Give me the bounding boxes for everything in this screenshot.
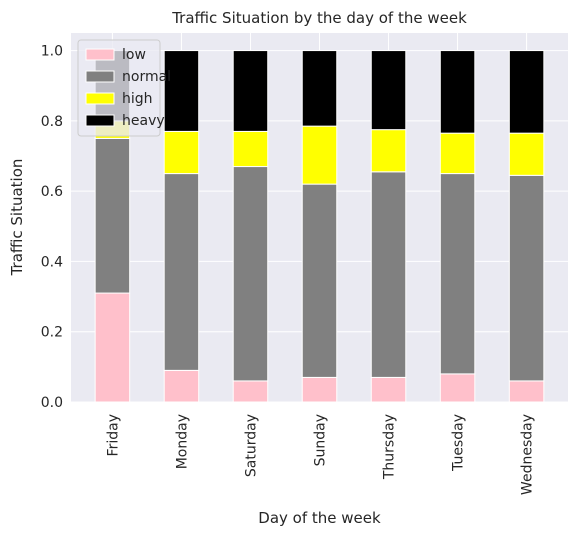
x-tick-label: Wednesday: [520, 414, 536, 495]
bar-heavy: [163, 50, 200, 132]
bar-normal: [370, 171, 407, 378]
legend: low normal high heavy: [77, 39, 171, 137]
x-tick-label: Thursday: [382, 414, 398, 480]
bar-low: [508, 380, 545, 403]
bar-heavy: [301, 50, 338, 127]
bar-normal: [163, 173, 200, 371]
bar-high: [439, 132, 476, 175]
bar-normal: [439, 173, 476, 375]
x-tick-label: Friday: [105, 414, 121, 456]
y-tick-label: 0.6: [41, 184, 63, 200]
bar-high: [232, 130, 269, 168]
x-tick-label: Sunday: [313, 414, 329, 466]
bars: [94, 50, 545, 403]
y-axis-label: Traffic Situation: [8, 159, 26, 277]
bar-heavy: [232, 50, 269, 132]
bar-low: [232, 380, 269, 403]
y-tick-label: 0.2: [41, 325, 63, 341]
bar-heavy: [370, 50, 407, 131]
bar-normal: [232, 166, 269, 382]
legend-label-heavy: heavy: [122, 113, 165, 129]
bar-high: [163, 130, 200, 175]
bar-normal: [94, 137, 131, 294]
bar-normal: [508, 174, 545, 382]
bar-heavy: [508, 50, 545, 134]
y-tick-label: 0.8: [41, 114, 63, 130]
y-tick-label: 0.0: [41, 395, 63, 411]
bar-low: [370, 376, 407, 403]
y-axis-ticks: 0.0 0.2 0.4 0.6 0.8 1.0: [41, 44, 63, 411]
legend-swatch-normal: [85, 70, 115, 83]
x-axis-label: Day of the week: [258, 509, 381, 527]
bar-low: [439, 373, 476, 403]
bar-high: [508, 132, 545, 176]
bar-low: [301, 376, 338, 403]
legend-swatch-high: [85, 92, 115, 105]
bar-high: [370, 129, 407, 173]
legend-label-low: low: [122, 47, 146, 63]
legend-swatch-heavy: [85, 114, 115, 127]
x-tick-label: Saturday: [243, 414, 259, 477]
bar-low: [163, 369, 200, 403]
bar-high: [301, 125, 338, 185]
bar-heavy: [439, 50, 476, 134]
x-tick-label: Monday: [174, 414, 190, 469]
legend-box: [77, 39, 161, 137]
bar-normal: [301, 183, 338, 378]
chart-title: Traffic Situation by the day of the week: [171, 9, 467, 27]
y-tick-label: 1.0: [41, 44, 63, 60]
legend-label-normal: normal: [122, 69, 171, 85]
bar-low: [94, 292, 131, 403]
x-axis-ticks: Friday Monday Saturday Sunday Thursday Tuesda…: [105, 414, 535, 495]
legend-label-high: high: [122, 91, 153, 107]
x-tick-label: Tuesday: [451, 414, 467, 472]
y-tick-label: 0.4: [41, 254, 63, 270]
legend-swatch-low: [85, 48, 115, 61]
